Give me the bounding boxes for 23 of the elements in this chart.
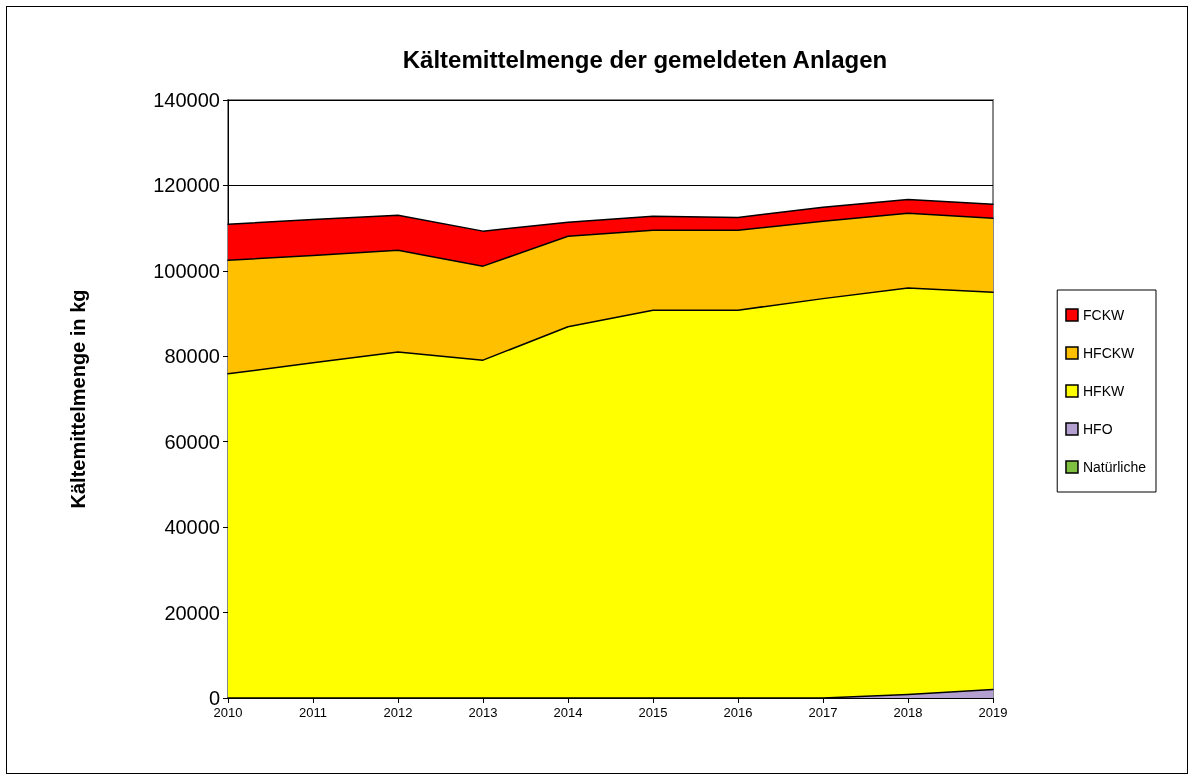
legend-label: HFCKW (1082, 345, 1136, 361)
y-tick-label: 20000 (164, 601, 220, 624)
x-tick-label: 2011 (299, 705, 327, 720)
y-tick-label: 60000 (164, 430, 220, 453)
legend-label: HFKW (1082, 383, 1125, 399)
chart-title: Kältemittelmenge der gemeldeten Anlagen (402, 45, 888, 73)
x-tick-label: 2014 (553, 705, 583, 720)
legend-label: Natürliche (1082, 459, 1147, 475)
x-tick-label: 2018 (893, 705, 923, 720)
x-tick-label: 2012 (383, 705, 413, 720)
y-tick-label: 80000 (164, 345, 220, 368)
y-tick-label: 140000 (153, 89, 220, 111)
y-axis-title: Kältemittelmenge in kg (67, 289, 89, 509)
legend-label: FCKW (1082, 307, 1125, 323)
legend-label: HFO (1082, 421, 1113, 437)
x-tick-label: 2013 (468, 705, 498, 720)
x-tick-label: 2015 (638, 705, 668, 720)
y-tick-label: 40000 (164, 516, 220, 539)
x-tick-label: 2016 (723, 705, 753, 720)
x-tick-label: 2019 (978, 705, 1008, 720)
y-tick-label: 100000 (153, 259, 220, 282)
y-tick-label: 120000 (153, 174, 220, 197)
x-tick-label: 2017 (808, 705, 838, 720)
